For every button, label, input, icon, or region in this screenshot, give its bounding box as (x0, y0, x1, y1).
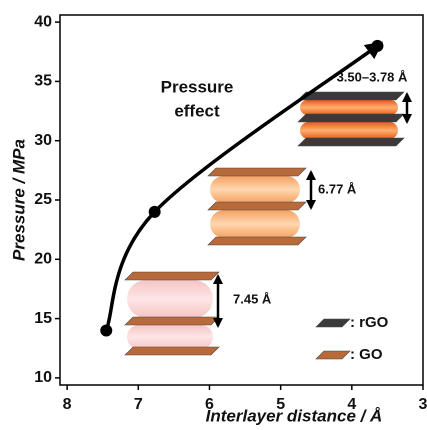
layer-sheet (124, 271, 220, 281)
layer-sheet (297, 137, 405, 147)
intercalant (210, 210, 300, 238)
effect-label: effect (174, 101, 220, 120)
intercalant (210, 176, 300, 203)
y-tick-label: 25 (34, 191, 52, 208)
y-tick-label: 35 (34, 73, 52, 90)
x-tick-label: 8 (63, 396, 72, 413)
x-tick-label: 4 (347, 396, 356, 413)
x-tick-label: 6 (205, 396, 214, 413)
x-axis-title: Interlayer distance / Å (206, 406, 383, 425)
layer-sheet (124, 346, 220, 356)
layer-sheet (315, 318, 351, 328)
spacing-label: 7.45 Å (233, 291, 272, 306)
intercalant (300, 122, 398, 139)
layer-sheet (207, 167, 307, 177)
layer-sheet (297, 113, 405, 123)
y-tick-label: 15 (34, 310, 52, 327)
y-tick-label: 30 (34, 132, 52, 149)
effect-label: Pressure (161, 77, 234, 96)
data-point (148, 205, 161, 218)
x-tick-label: 3 (419, 396, 427, 413)
layer-sheet (124, 316, 220, 326)
spacing-label: 3.50–3.78 Å (337, 69, 408, 84)
layer-sheet (315, 350, 351, 360)
x-tick-label: 5 (276, 396, 285, 413)
data-point (100, 324, 113, 337)
layer-sheet (207, 201, 307, 211)
intercalant (127, 325, 213, 349)
legend-label: : rGO (350, 314, 389, 331)
intercalant (127, 280, 213, 318)
y-axis-title: Pressure / MPa (9, 139, 28, 261)
y-tick-label: 10 (34, 369, 52, 386)
spacing-label: 6.77 Å (318, 181, 357, 196)
layer-sheet (207, 236, 307, 246)
data-line (104, 41, 384, 332)
layer-sheet (297, 91, 405, 101)
y-tick-label: 40 (34, 13, 52, 30)
data-point (371, 39, 384, 52)
legend-label: : GO (350, 346, 383, 363)
y-tick-label: 20 (34, 251, 52, 268)
x-tick-label: 7 (134, 396, 143, 413)
intercalant (300, 100, 398, 115)
